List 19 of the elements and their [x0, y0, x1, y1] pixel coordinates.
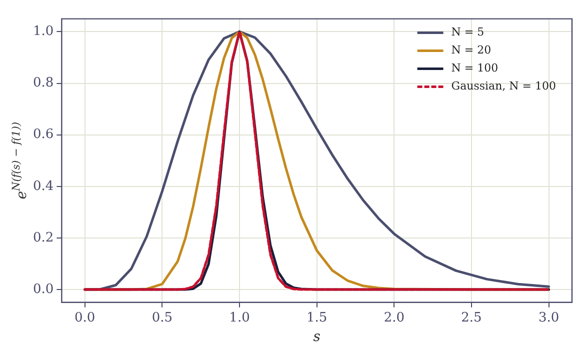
legend-label: N = 100 [451, 62, 498, 75]
legend-label: Gaussian, N = 100 [451, 80, 556, 93]
y-tick-label: 0.8 [32, 76, 54, 91]
x-tick-label: 1.0 [229, 310, 250, 326]
x-tick-label: 0.0 [74, 310, 96, 326]
x-tick-label: 1.5 [306, 310, 328, 326]
y-tick-label: 0.2 [32, 230, 54, 246]
x-axis-title: s [313, 329, 320, 345]
y-axis-title: eN(f(s) − f(1)) [10, 122, 30, 200]
legend-label: N = 5 [451, 26, 484, 39]
x-tick-label: 3.0 [538, 310, 560, 326]
y-tick-label: 1.0 [32, 24, 54, 40]
y-tick-label: 0.4 [32, 178, 54, 194]
y-tick-label: 0.0 [32, 282, 54, 297]
x-tick-label: 2.5 [461, 310, 482, 326]
y-tick-label: 0.6 [32, 127, 54, 142]
legend-label: N = 20 [451, 44, 492, 57]
x-tick-label: 0.5 [152, 310, 173, 326]
x-tick-label: 2.0 [384, 310, 405, 326]
